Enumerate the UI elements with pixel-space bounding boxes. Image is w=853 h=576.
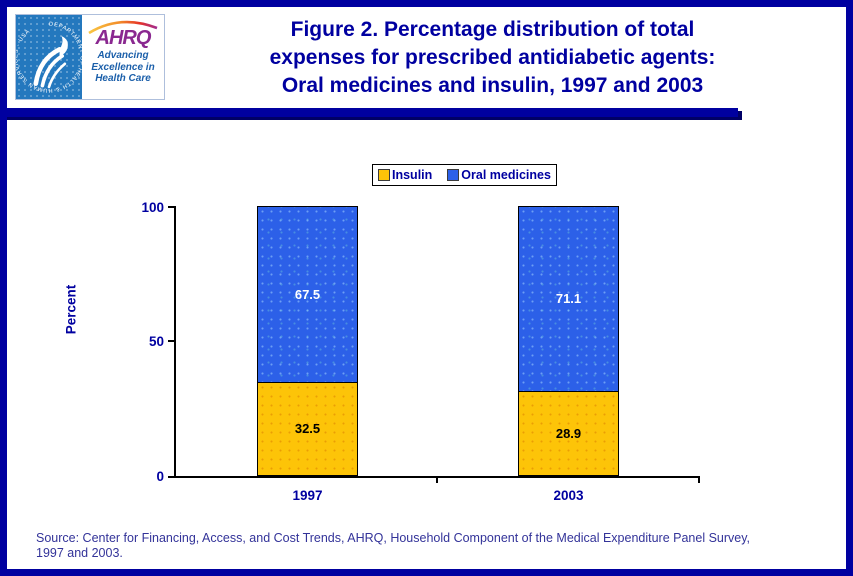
legend-item-oral-medicines: Oral medicines <box>447 168 551 182</box>
insulin-swatch-icon <box>378 169 390 181</box>
figure-title: Figure 2. Percentage distribution of tot… <box>185 16 800 100</box>
y-tick-50 <box>168 340 174 342</box>
ahrq-logo-panel: AHRQ Advancing Excellence in Health Care <box>82 15 164 99</box>
tagline-line: Excellence in <box>91 61 155 73</box>
hhs-eagle-icon: DEPARTMENT OF HEALTH & HUMAN SERVICES - … <box>16 21 82 92</box>
hhs-seal-icon: DEPARTMENT OF HEALTH & HUMAN SERVICES - … <box>16 15 82 99</box>
stacked-bar-1997: 67.5 32.5 <box>257 206 358 476</box>
bar-1997-oral-medicines-value: 67.5 <box>294 286 321 302</box>
bar-2003-oral-medicines-value: 71.1 <box>555 291 582 307</box>
bar-2003-oral-medicines-segment: 71.1 <box>518 206 619 391</box>
tagline-line: Health Care <box>95 73 151 84</box>
bar-1997-insulin-segment: 32.5 <box>257 381 358 476</box>
y-tick-label-50: 50 <box>148 334 164 349</box>
bar-2003-insulin-value: 28.9 <box>555 425 582 441</box>
legend-label-insulin: Insulin <box>392 168 433 182</box>
ahrq-rainbow-arc-icon <box>88 20 158 34</box>
y-tick-0 <box>168 476 174 478</box>
tagline-line: Advancing <box>97 50 149 61</box>
oral-medicines-swatch-icon <box>447 169 460 181</box>
ahrq-tagline: Advancing Excellence in Health Care <box>91 50 154 85</box>
y-axis-title: Percent <box>63 284 79 335</box>
x-axis-line <box>174 476 700 478</box>
bar-1997-insulin-value: 32.5 <box>294 421 321 437</box>
stacked-bar-2003: 71.1 28.9 <box>518 206 619 476</box>
x-tick-end <box>698 478 700 483</box>
x-tick-mid <box>436 478 438 483</box>
title-line-2: expenses for prescribed antidiabetic age… <box>269 46 716 69</box>
title-line-1: Figure 2. Percentage distribution of tot… <box>290 18 695 41</box>
ahrq-wordmark: AHRQ <box>95 27 152 49</box>
y-tick-100 <box>168 206 174 208</box>
x-category-label-2003: 2003 <box>553 488 584 503</box>
bar-1997-oral-medicines-segment: 67.5 <box>257 206 358 382</box>
y-tick-label-100: 100 <box>141 200 164 215</box>
chart-legend: Insulin Oral medicines <box>372 164 557 186</box>
source-note: Source: Center for Financing, Access, an… <box>36 531 750 561</box>
x-category-label-1997: 1997 <box>292 488 323 503</box>
hhs-ahrq-logo: DEPARTMENT OF HEALTH & HUMAN SERVICES - … <box>15 14 165 100</box>
source-line-2: 1997 and 2003. <box>36 546 123 560</box>
legend-label-oral-medicines: Oral medicines <box>461 168 551 182</box>
legend-item-insulin: Insulin <box>378 168 432 182</box>
y-axis-line <box>174 206 176 478</box>
bar-2003-insulin-segment: 28.9 <box>518 390 619 476</box>
y-tick-label-0: 0 <box>156 469 164 484</box>
source-line-1: Source: Center for Financing, Access, an… <box>36 531 751 545</box>
title-underline-bar <box>0 108 738 117</box>
title-line-3: Oral medicines and insulin, 1997 and 200… <box>281 74 704 97</box>
